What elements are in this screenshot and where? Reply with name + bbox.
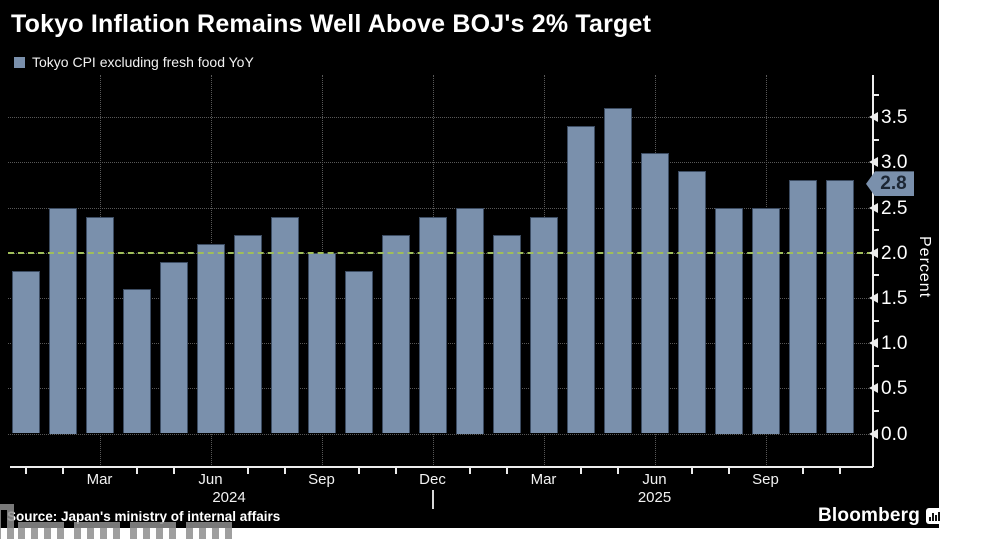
bar-Dec-2024: [418, 216, 447, 434]
x-tick: [246, 467, 249, 474]
source-note: Source: Japan's ministry of internal aff…: [7, 509, 281, 524]
y-tick-label: 2.5: [881, 197, 908, 219]
h-gridline: [8, 433, 873, 435]
chart-canvas: Tokyo Inflation Remains Well Above BOJ's…: [0, 0, 941, 539]
x-tick: [616, 467, 619, 474]
bar-Feb-2024: [48, 207, 77, 434]
x-tick: [801, 467, 804, 474]
last-value-badge: 2.8: [866, 171, 914, 197]
y-tick-label: 2.0: [881, 242, 908, 264]
x-tick: [468, 467, 471, 474]
x-tick: [172, 467, 175, 474]
x-tick: [283, 467, 286, 474]
x-month-label: Sep: [752, 471, 779, 488]
x-month-label: Sep: [308, 471, 335, 488]
bar-Apr-2024: [122, 288, 151, 434]
h-gridline: [8, 207, 873, 209]
x-tick: [394, 467, 397, 474]
legend: Tokyo CPI excluding fresh food YoY: [14, 54, 254, 70]
bloomberg-logo: Bloomberg: [818, 505, 921, 526]
bar-Oct-2025: [788, 180, 817, 434]
x-month-label: Jun: [642, 471, 667, 488]
bar-Mar-2025: [529, 216, 558, 434]
y-tick-minor: [873, 274, 879, 277]
x-tick: [24, 467, 27, 474]
bar-Jun-2024: [196, 243, 225, 434]
x-tick: [135, 467, 138, 474]
x-month-label: Mar: [530, 471, 557, 488]
bar-Jan-2024: [11, 270, 40, 434]
y-tick-major: [869, 383, 878, 394]
y-axis-line: [872, 75, 874, 467]
bar-Feb-2025: [492, 234, 521, 434]
y-tick-major: [869, 112, 878, 123]
bar-Apr-2025: [566, 126, 595, 434]
y-tick-minor: [873, 229, 879, 232]
x-tick: [579, 467, 582, 474]
x-month-label: Dec: [419, 471, 446, 488]
watermark-glyph: [130, 522, 176, 539]
y-tick-major: [869, 202, 878, 213]
legend-swatch-icon: [14, 56, 25, 68]
x-tick: [61, 467, 64, 474]
x-tick: [838, 467, 841, 474]
bar-Aug-2024: [270, 216, 299, 434]
h-gridline: [8, 162, 873, 164]
bar-Jan-2025: [455, 207, 484, 434]
x-tick: [690, 467, 693, 474]
bar-Aug-2025: [714, 207, 743, 434]
y-tick-major: [869, 338, 878, 349]
y-tick-label: 0.0: [881, 423, 908, 445]
bar-Jul-2025: [677, 171, 706, 434]
bar-Nov-2024: [381, 234, 410, 434]
bar-May-2025: [603, 108, 632, 434]
bar-Jun-2025: [640, 153, 669, 434]
plot-area: 0.0 0.5 1.0 1.5 2.0 2.5 3.0 3.5 Mar Jun Sep Dec Mar J…: [8, 75, 908, 509]
legend-label: Tokyo CPI excluding fresh food YoY: [32, 54, 254, 70]
target-line: [8, 251, 873, 254]
watermark-glyph: [186, 522, 232, 539]
y-tick-label: 1.5: [881, 287, 908, 309]
y-tick-minor: [873, 364, 879, 367]
bar-Jul-2024: [233, 234, 262, 434]
y-tick-label: 1.0: [881, 333, 908, 355]
bar-Sep-2025: [751, 207, 780, 434]
y-tick-minor: [873, 93, 879, 96]
y-tick-minor: [873, 409, 879, 412]
x-axis-line: [10, 466, 873, 468]
watermark-glyph: [0, 504, 14, 539]
y-tick-major: [869, 247, 878, 258]
watermark: [0, 500, 235, 539]
page-title: Tokyo Inflation Remains Well Above BOJ's…: [11, 10, 652, 38]
y-tick-label: 3.5: [881, 107, 908, 129]
x-year-label: 2025: [637, 489, 672, 506]
x-tick: [505, 467, 508, 474]
bar-Nov-2025: [825, 180, 854, 434]
y-tick-label: 3.0: [881, 152, 908, 174]
x-month-label: Jun: [198, 471, 223, 488]
bloomberg-terminal-icon: [926, 508, 944, 524]
y-tick-major: [869, 292, 878, 303]
bar-Oct-2024: [344, 270, 373, 434]
h-gridline: [8, 117, 873, 119]
bar-Mar-2024: [85, 216, 114, 434]
watermark-glyph: [74, 522, 120, 539]
x-month-label: Mar: [86, 471, 113, 488]
y-axis-title: Percent: [916, 236, 933, 299]
bar-May-2024: [159, 261, 188, 434]
y-tick-minor: [873, 138, 879, 141]
x-tick: [727, 467, 730, 474]
y-tick-major: [869, 157, 878, 168]
x-year-label: 2024: [212, 489, 246, 506]
x-tick: [357, 467, 360, 474]
bar-Sep-2024: [307, 252, 336, 434]
y-tick-major: [869, 428, 878, 439]
brand-footer: Bloomberg: [818, 505, 944, 527]
y-tick-minor: [873, 319, 879, 322]
year-divider: [431, 490, 434, 509]
y-tick-label: 0.5: [881, 378, 908, 400]
watermark-glyph: [18, 522, 64, 539]
